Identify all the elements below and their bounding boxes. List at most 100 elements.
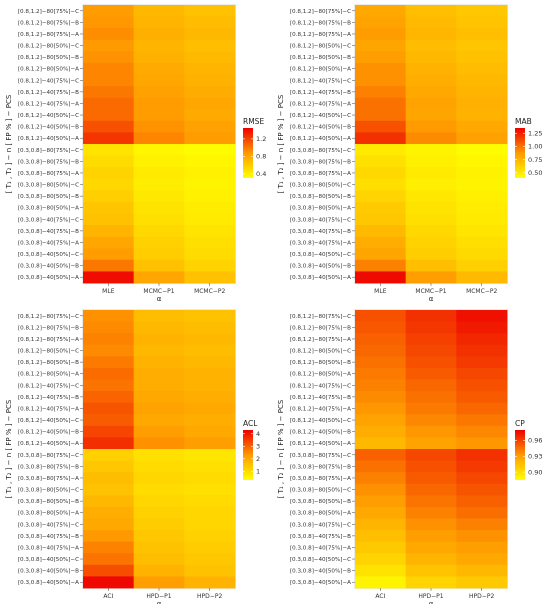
heatmap-cell <box>355 460 407 473</box>
heatmap-cell <box>83 506 135 519</box>
y-tick-label: [0.3,0.8]−80[75%]−A <box>290 171 351 177</box>
heatmap-cell <box>83 379 135 392</box>
y-tick-label: [0.8,1.2]−40[50%]−A <box>18 441 79 447</box>
heatmap-cell <box>83 553 135 566</box>
heatmap-cell <box>355 236 407 249</box>
legend-tick-label: 0.50 <box>528 169 542 177</box>
y-tick-label: [0.3,0.8]−80[75%]−B <box>18 159 79 165</box>
heatmap-cell <box>456 259 508 272</box>
heatmap-cell <box>456 321 508 334</box>
y-tick-label: [0.3,0.8]−40[50%]−C <box>18 557 79 563</box>
heatmap-cell <box>355 518 407 531</box>
heatmap-cell <box>184 236 236 249</box>
heatmap-cell <box>184 62 236 75</box>
heatmap-cell <box>456 51 508 64</box>
heatmap-cell <box>355 333 407 346</box>
heatmap-cell <box>456 190 508 203</box>
heatmap-cell <box>355 402 407 415</box>
heatmap-cell <box>133 495 185 508</box>
y-tick-label: [0.3,0.8]−40[50%]−A <box>290 580 351 586</box>
heatmap-cell <box>133 225 185 238</box>
heatmap-cell <box>83 437 135 450</box>
heatmap-cell <box>405 576 457 589</box>
heatmap-cell <box>184 74 236 87</box>
x-tick-label: MCMC−P2 <box>466 288 497 295</box>
heatmap-cell <box>83 178 135 191</box>
heatmap-cell <box>133 248 185 261</box>
heatmap-cell <box>83 62 135 75</box>
y-tick-label: [0.3,0.8]−40[75%]−C <box>18 522 79 528</box>
heatmap-cell <box>133 425 185 438</box>
heatmap-cell <box>456 344 508 357</box>
heatmap-cell <box>355 5 407 17</box>
heatmap-cell <box>83 144 135 156</box>
heatmap-cell <box>83 132 135 145</box>
y-tick-label: [0.3,0.8]−40[50%]−A <box>290 275 351 281</box>
heatmap-cell <box>133 144 185 156</box>
y-tick-label: [0.8,1.2]−40[50%]−A <box>290 136 351 142</box>
heatmap-cell <box>83 120 135 133</box>
heatmap-cell <box>133 356 185 369</box>
heatmap-cell <box>355 541 407 554</box>
y-axis-title: [ T₁ , T₂ ] − n [ FP % ] − PCS <box>277 399 285 498</box>
heatmap-cell <box>83 495 135 508</box>
y-tick-label: [0.3,0.8]−80[50%]−B <box>290 499 351 505</box>
heatmap-cell <box>83 530 135 543</box>
heatmap-cell <box>405 16 457 29</box>
heatmap-cell <box>355 178 407 191</box>
y-tick-label: [0.3,0.8]−80[75%]−A <box>18 171 79 177</box>
y-tick-label: [0.8,1.2]−40[75%]−C <box>18 78 79 84</box>
heatmap-cell <box>133 414 185 427</box>
heatmap-cell <box>133 460 185 473</box>
heatmap-cell <box>405 51 457 64</box>
heatmap-cell <box>184 530 236 543</box>
heatmap-cell <box>456 167 508 180</box>
x-tick-label: ACI <box>375 593 385 600</box>
heatmap-cell <box>456 379 508 392</box>
y-tick-label: [0.8,1.2]−40[50%]−C <box>290 418 351 424</box>
heatmap-cell <box>405 62 457 75</box>
y-tick-label: [0.8,1.2]−80[50%]−A <box>18 67 79 73</box>
y-tick-label: [0.3,0.8]−40[75%]−C <box>290 217 351 223</box>
y-tick-label: [0.3,0.8]−80[50%]−A <box>290 206 351 212</box>
heatmap-cell <box>355 201 407 214</box>
heatmap-cell <box>456 553 508 566</box>
heatmap-cell <box>355 564 407 577</box>
heatmap-cell <box>83 28 135 41</box>
heatmap-cell <box>133 28 185 41</box>
heatmap-cell <box>184 144 236 156</box>
heatmap-cell <box>133 62 185 75</box>
y-tick-label: [0.3,0.8]−40[75%]−C <box>18 217 79 223</box>
heatmap-cell <box>456 144 508 156</box>
heatmap-cell <box>355 167 407 180</box>
heatmap-cell <box>184 190 236 203</box>
heatmap-cell <box>83 356 135 369</box>
heatmap-cell <box>405 518 457 531</box>
heatmap-cell <box>456 402 508 415</box>
y-tick-label: [0.3,0.8]−40[75%]−C <box>290 522 351 528</box>
heatmap-cell <box>184 5 236 17</box>
y-tick-label: [0.3,0.8]−80[50%]−A <box>290 511 351 517</box>
heatmap-cell <box>456 39 508 52</box>
heatmap-cell <box>184 506 236 519</box>
heatmap-cell <box>405 391 457 404</box>
heatmap-cell <box>456 120 508 133</box>
heatmap-cell <box>133 97 185 110</box>
heatmap-cell <box>405 495 457 508</box>
y-tick-label: [0.3,0.8]−80[50%]−A <box>18 206 79 212</box>
y-tick-label: [0.3,0.8]−40[75%]−B <box>290 229 351 235</box>
heatmap-cell <box>83 425 135 438</box>
heatmap-cell <box>184 437 236 450</box>
legend-tick-label: 0.4 <box>256 170 266 178</box>
y-tick-label: [0.8,1.2]−80[50%]−C <box>290 44 351 50</box>
legend-title: CP <box>515 419 525 428</box>
heatmap-cell <box>133 213 185 226</box>
y-tick-label: [0.8,1.2]−40[75%]−B <box>290 395 351 401</box>
y-tick-label: [0.3,0.8]−40[75%]−A <box>290 240 351 246</box>
heatmap-cell <box>355 225 407 238</box>
heatmap-cell <box>83 213 135 226</box>
heatmap-cell <box>355 86 407 99</box>
heatmap-cell <box>184 483 236 496</box>
heatmap-cell <box>405 109 457 122</box>
